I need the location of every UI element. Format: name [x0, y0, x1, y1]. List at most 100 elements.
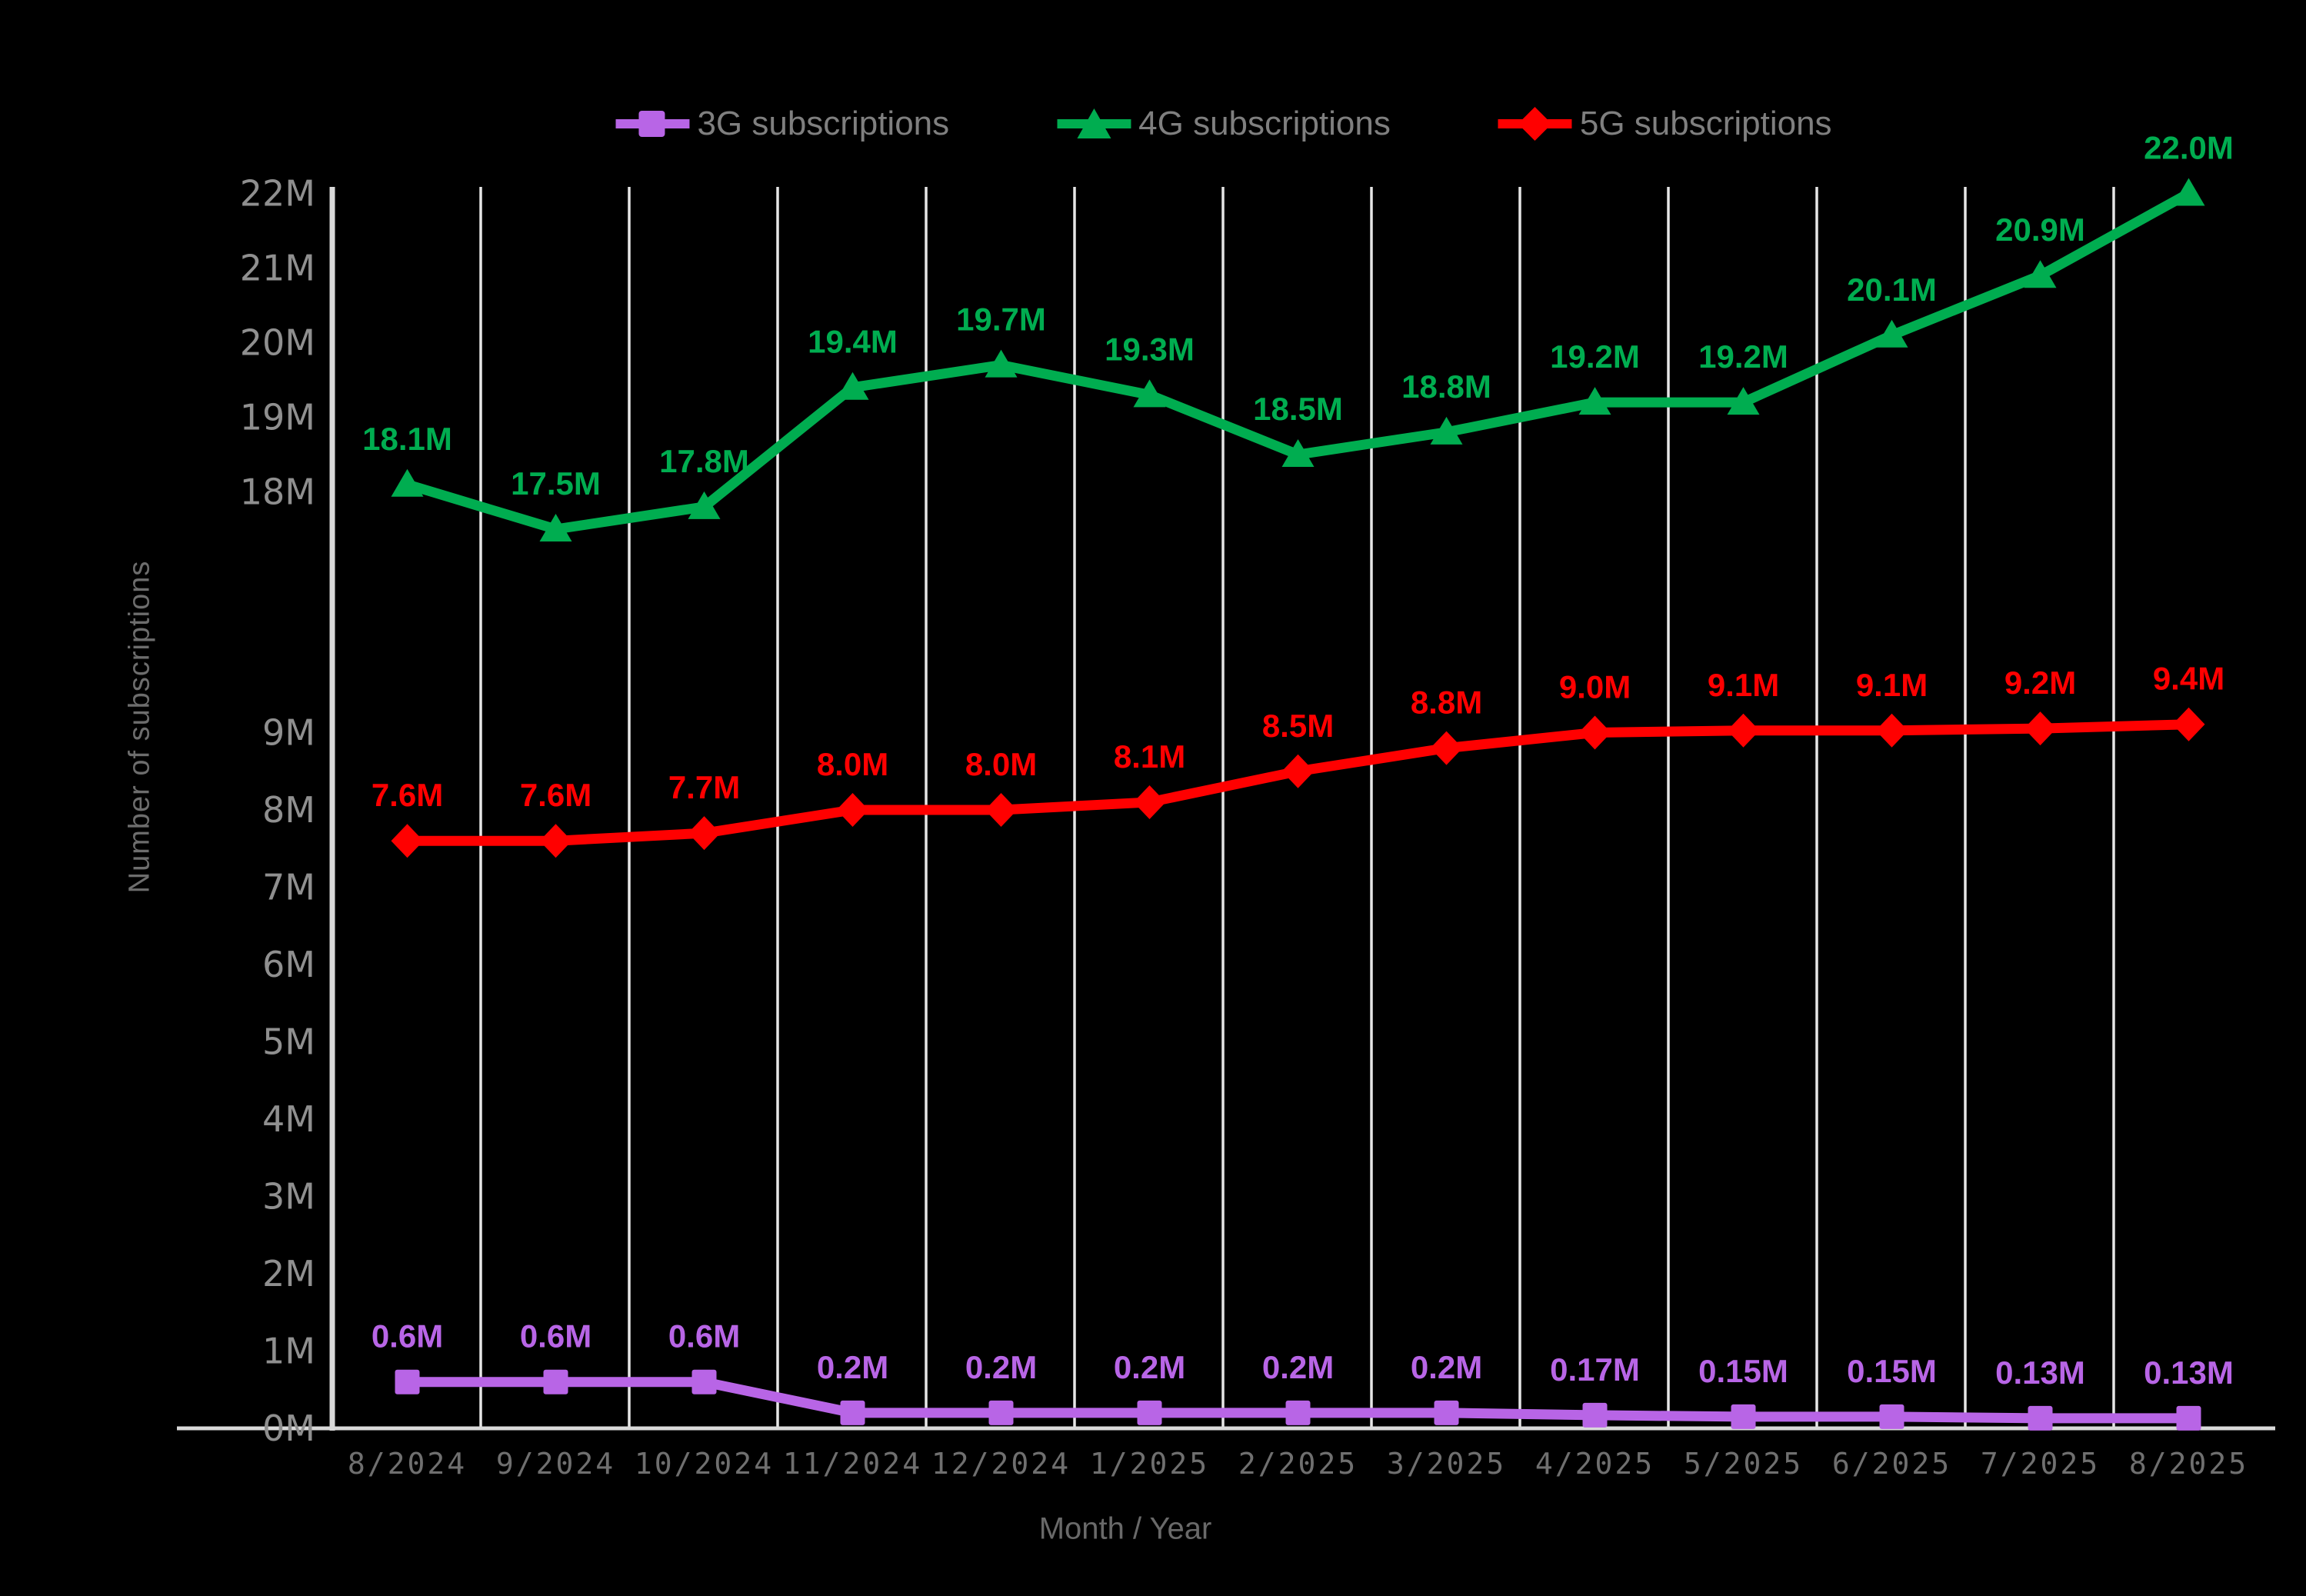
data-point-marker [1578, 715, 1611, 750]
legend-item-4g[interactable]: 4G subscriptions [1057, 105, 1391, 143]
legend-marker-3g-square [615, 111, 690, 137]
data-point-marker [2172, 178, 2205, 206]
4g-data-label: 20.9M [1995, 212, 2085, 248]
data-point-marker [1137, 1400, 1162, 1425]
legend-label-4g: 4G subscriptions [1138, 105, 1391, 142]
y-tick-label: 1M [262, 1331, 315, 1372]
3g-data-label: 0.2M [1411, 1349, 1482, 1385]
x-axis-title: Month / Year [1038, 1511, 1212, 1546]
y-tick-label: 20M [240, 322, 315, 364]
data-point-marker [1285, 1400, 1311, 1425]
3g-data-label: 0.17M [1550, 1351, 1640, 1388]
data-point-marker [391, 824, 424, 858]
x-tick-label: 10/2024 [635, 1447, 774, 1481]
data-point-marker [1727, 387, 1760, 415]
3g-data-label: 0.13M [2144, 1354, 2234, 1391]
5g-data-label: 9.1M [1856, 667, 1928, 703]
4g-data-label: 19.2M [1698, 338, 1788, 375]
4g-data-label: 20.1M [1847, 272, 1937, 308]
data-point-marker [1875, 319, 1908, 348]
legend-marker-4g-triangle [1057, 108, 1131, 138]
data-point-marker [1430, 731, 1463, 765]
data-point-marker [1731, 1404, 1756, 1429]
data-point-marker [1430, 416, 1463, 445]
4g-data-label: 19.7M [956, 302, 1046, 338]
5g-data-label: 7.6M [520, 777, 591, 813]
4g-data-label: 22.0M [2144, 130, 2234, 166]
4g-data-label: 17.5M [511, 465, 601, 501]
data-point-marker [1727, 713, 1760, 748]
data-point-marker [688, 491, 721, 519]
y-tick-label: 2M [262, 1253, 315, 1294]
5g-data-label: 7.7M [668, 769, 740, 805]
5g-data-label: 8.8M [1411, 685, 1482, 721]
y-tick-label: 8M [262, 789, 315, 831]
legend-marker-5g-diamond [1498, 107, 1572, 141]
legend: 3G subscriptions 4G subscriptions 5G sub… [615, 105, 1832, 143]
y-tick-label: 0M [262, 1408, 315, 1449]
5g-data-label: 9.0M [1559, 669, 1631, 705]
5g-data-label: 9.4M [2153, 661, 2224, 697]
data-point-marker [1281, 439, 1315, 467]
4g-data-label: 18.8M [1401, 368, 1491, 405]
3g-data-label: 0.2M [965, 1349, 1037, 1385]
y-tick-label: 3M [262, 1176, 315, 1218]
3g-data-label: 0.6M [372, 1318, 443, 1354]
x-tick-label: 4/2025 [1535, 1447, 1655, 1481]
3g-data-label: 0.2M [817, 1349, 888, 1385]
data-point-marker [988, 1400, 1014, 1425]
legend-item-5g[interactable]: 5G subscriptions [1498, 105, 1832, 143]
4g-data-label: 19.2M [1550, 338, 1640, 375]
data-point-marker [2024, 711, 2057, 746]
y-tick-label: 22M [240, 173, 315, 215]
4g-data-label: 18.5M [1253, 391, 1343, 427]
data-point-marker [539, 514, 572, 541]
3g-data-label: 0.2M [1114, 1349, 1185, 1385]
data-point-marker [1879, 1404, 1904, 1429]
x-tick-label: 11/2024 [783, 1447, 922, 1481]
5g-data-label: 8.5M [1262, 708, 1334, 744]
data-point-marker [1133, 785, 1166, 819]
data-point-marker [2028, 1405, 2053, 1431]
x-tick-label: 5/2025 [1684, 1447, 1803, 1481]
data-point-marker [1578, 387, 1611, 415]
data-point-marker [539, 824, 572, 858]
data-point-marker [543, 1369, 568, 1394]
data-point-marker [2176, 1405, 2201, 1431]
data-point-marker [2172, 707, 2205, 741]
data-point-marker [1582, 1402, 1608, 1428]
y-axis-title: Number of subscriptions [123, 560, 156, 894]
x-tick-label: 3/2025 [1387, 1447, 1506, 1481]
4g-data-label: 17.8M [659, 443, 749, 479]
5g-data-label: 8.1M [1114, 738, 1185, 775]
5g-data-label: 9.2M [2004, 665, 2076, 701]
4g-data-label: 19.4M [808, 324, 898, 360]
4g-data-label: 18.1M [362, 421, 452, 457]
y-tick-label: 6M [262, 944, 315, 985]
x-tick-label: 8/2024 [348, 1447, 467, 1481]
y-tick-label: 5M [262, 1021, 315, 1063]
5g-data-label: 9.1M [1708, 667, 1779, 703]
data-point-marker [1281, 754, 1315, 788]
legend-label-3g: 3G subscriptions [697, 105, 950, 142]
y-tick-label: 18M [240, 471, 315, 513]
data-point-marker [836, 372, 869, 400]
3g-data-label: 0.15M [1698, 1353, 1788, 1389]
legend-label-5g: 5G subscriptions [1579, 105, 1832, 142]
data-point-marker [1875, 713, 1908, 748]
x-tick-label: 12/2024 [931, 1447, 1071, 1481]
data-point-marker [836, 793, 869, 827]
y-tick-label: 21M [240, 248, 315, 289]
data-point-marker [691, 1369, 717, 1394]
y-tick-label: 9M [262, 712, 315, 754]
data-point-marker [688, 816, 721, 851]
legend-item-3g[interactable]: 3G subscriptions [615, 105, 949, 143]
data-point-marker [391, 468, 424, 497]
x-tick-label: 2/2025 [1238, 1447, 1358, 1481]
data-point-marker [840, 1400, 865, 1425]
x-tick-label: 6/2025 [1832, 1447, 1951, 1481]
data-point-marker [985, 793, 1018, 827]
data-point-marker [985, 349, 1018, 378]
